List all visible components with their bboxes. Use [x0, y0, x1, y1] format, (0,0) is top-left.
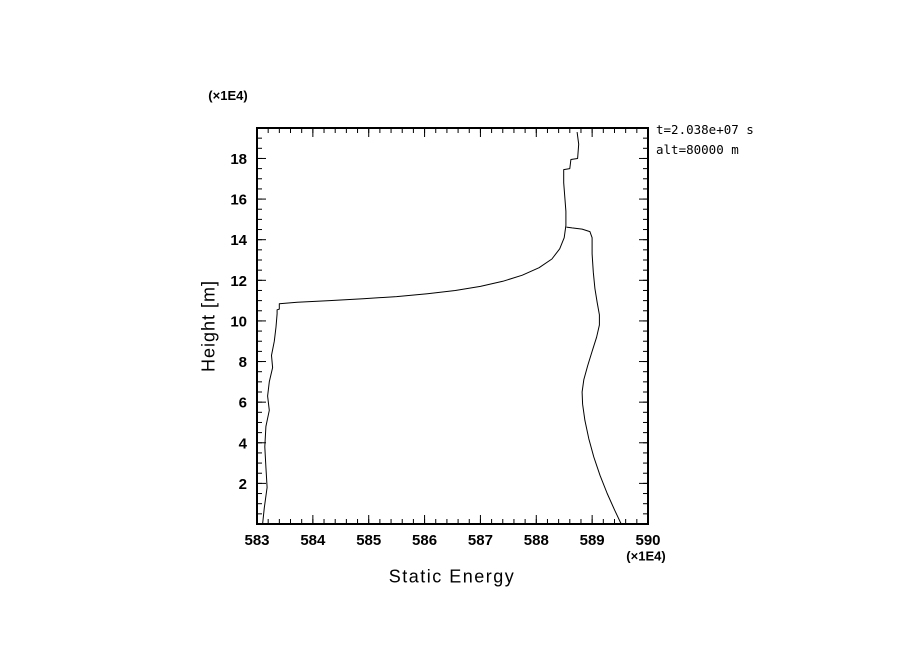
y-tick-label: 12 — [230, 273, 247, 290]
series-right-profile — [566, 226, 622, 525]
y-tick-label: 8 — [239, 354, 247, 371]
x-tick-label: 587 — [468, 532, 493, 549]
y-axis-unit-label: (×1E4) — [208, 88, 248, 103]
x-axis-unit-label: (×1E4) — [626, 548, 666, 564]
y-tick-label: 6 — [239, 395, 247, 412]
y-tick-label: 18 — [230, 151, 247, 168]
x-tick-label: 585 — [356, 532, 381, 549]
annotation-time: t=2.038e+07 s — [656, 122, 754, 137]
y-tick-label: 2 — [239, 476, 247, 493]
x-tick-label: 584 — [300, 532, 326, 549]
plot-frame — [256, 127, 649, 525]
y-tick-label: 10 — [230, 313, 247, 330]
y-tick-label: 14 — [230, 232, 247, 249]
x-tick-label: 590 — [635, 532, 660, 549]
y-tick-label: 4 — [239, 435, 248, 452]
series-left-profile — [262, 132, 580, 525]
annotation-altitude: alt=80000 m — [656, 142, 739, 157]
x-tick-label: 589 — [580, 532, 605, 549]
annotation-block: t=2.038e+07 s alt=80000 m — [656, 120, 754, 160]
x-tick-label: 583 — [244, 532, 269, 549]
x-tick-label: 588 — [524, 532, 549, 549]
x-tick-label: 586 — [412, 532, 437, 549]
x-axis-title: Static Energy — [388, 566, 516, 587]
y-tick-label: 16 — [230, 192, 247, 209]
